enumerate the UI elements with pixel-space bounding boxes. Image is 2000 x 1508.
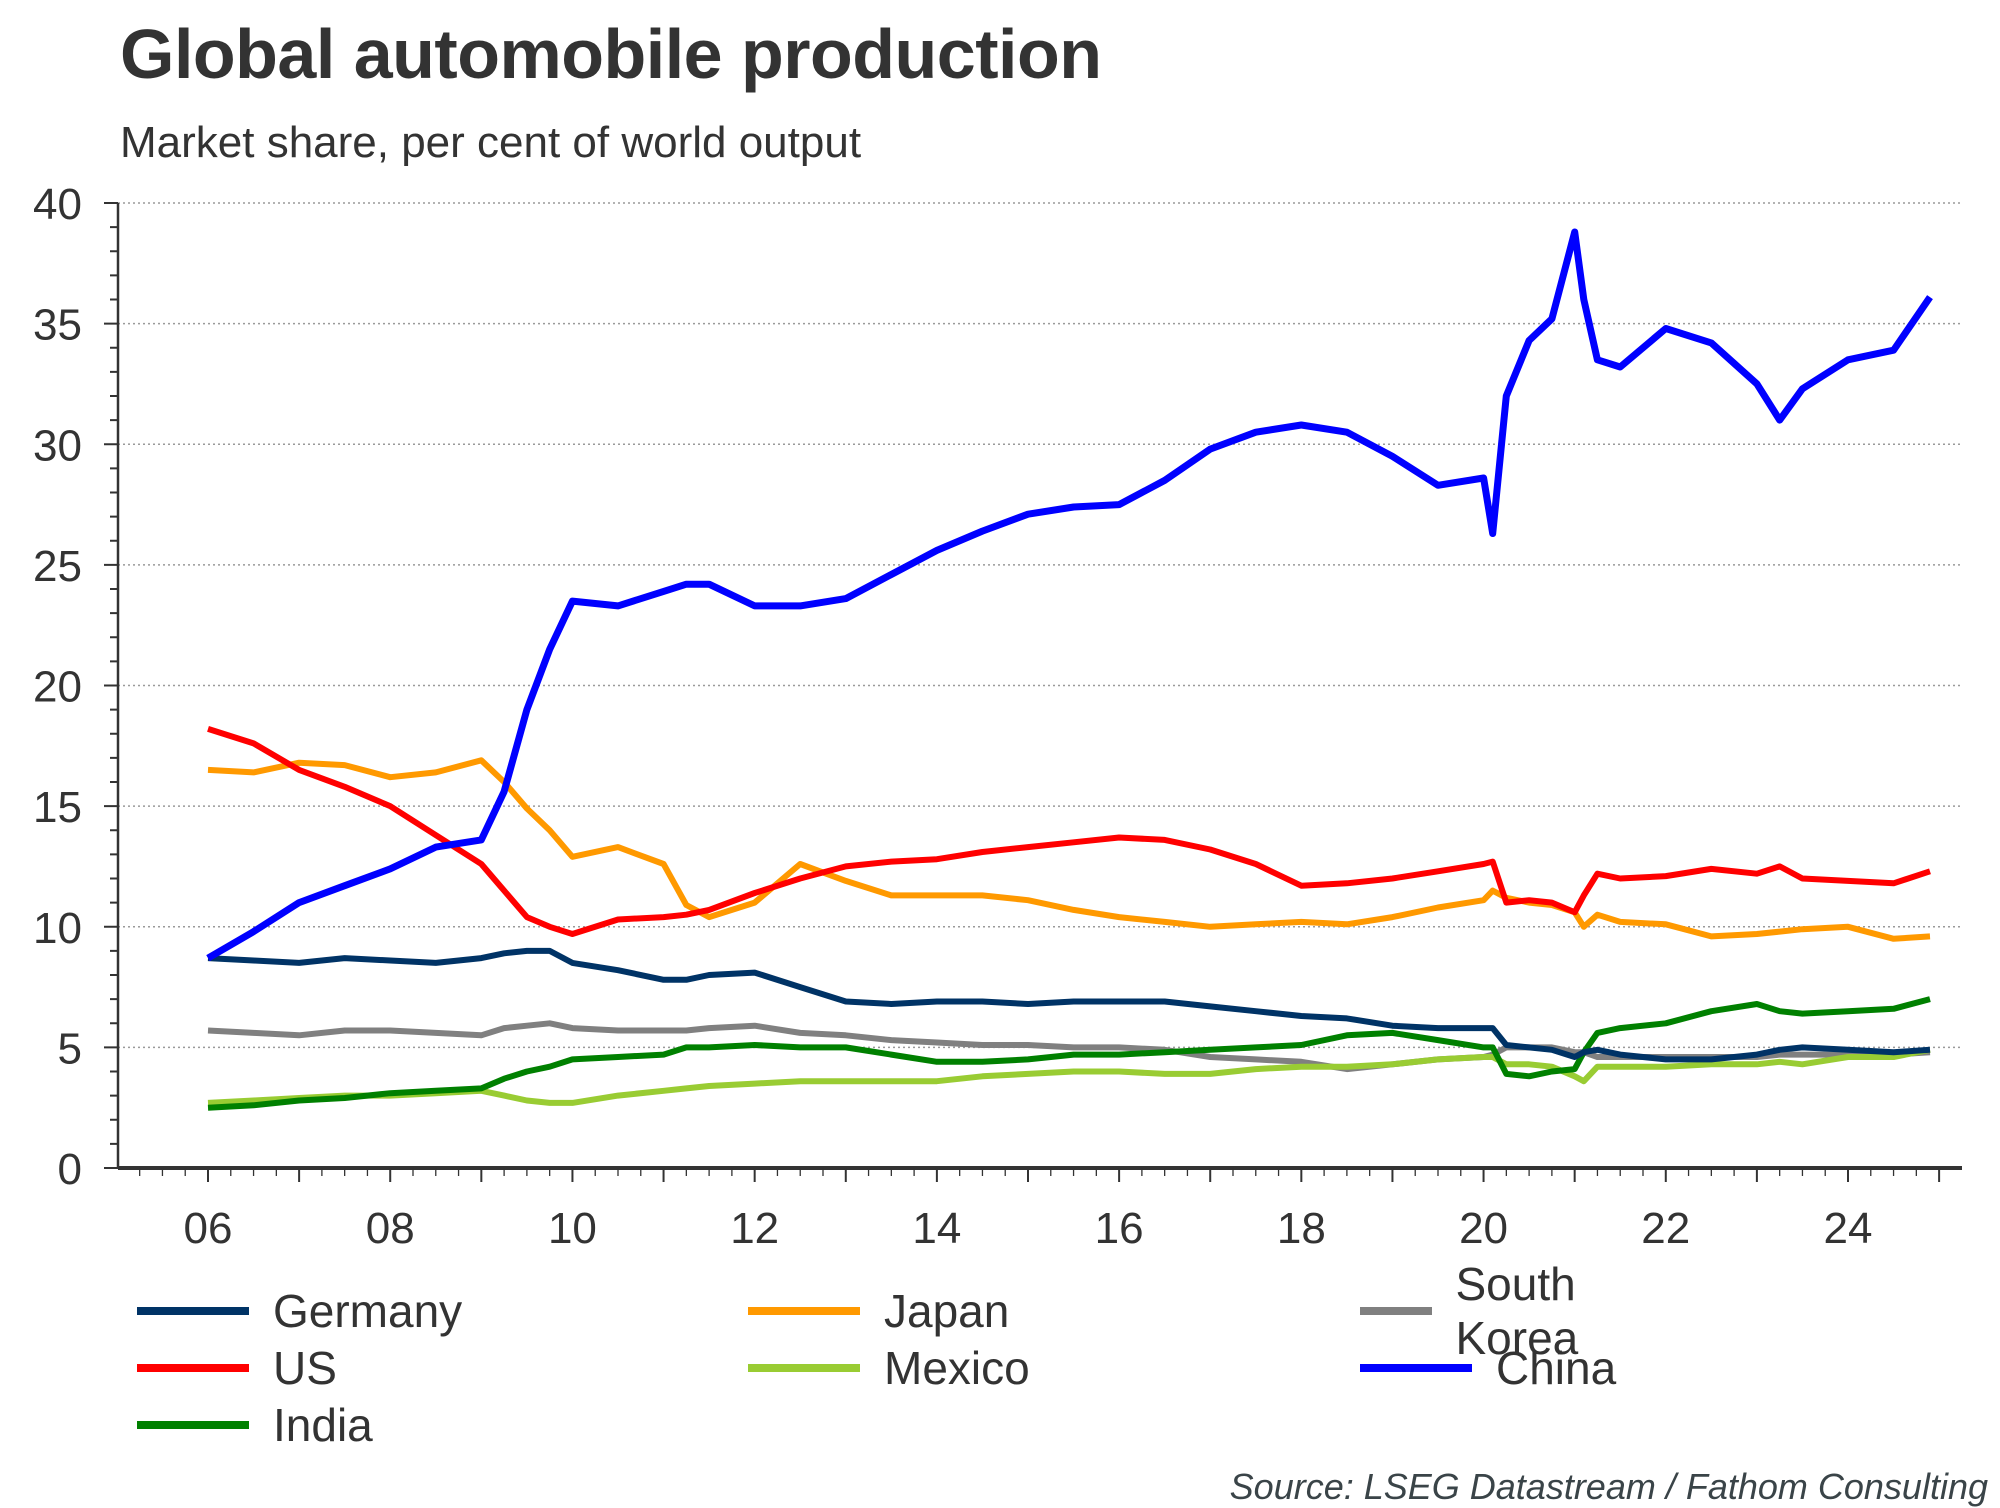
y-tick-label: 0 (58, 1145, 82, 1194)
x-tick-label: 22 (1641, 1204, 1690, 1253)
series-line-india (207, 996, 1931, 1111)
y-tick-label: 5 (58, 1024, 82, 1073)
series-lines (206, 228, 1933, 1111)
legend-swatch (137, 1364, 249, 1372)
y-tick-labels: 0 5 10 15 20 25 30 35 40 (33, 180, 82, 1194)
x-tick-label: 20 (1459, 1204, 1508, 1253)
axes (104, 202, 1962, 1182)
x-tick-label: 18 (1277, 1204, 1326, 1253)
legend-item-germany: Germany (137, 1285, 462, 1337)
legend-item-south-korea: South Korea (1360, 1258, 1619, 1364)
gridlines (118, 202, 1962, 1049)
legend-label: South Korea (1455, 1258, 1579, 1364)
legend-swatch (1360, 1307, 1432, 1315)
legend-item-japan: Japan (748, 1285, 1009, 1337)
series-line-germany (207, 947, 1931, 1063)
x-tick-label: 12 (730, 1204, 779, 1253)
legend-swatch (748, 1307, 860, 1315)
legend-label: Japan (884, 1285, 1010, 1337)
x-tick-labels: 06 08 10 12 14 16 18 20 22 24 (184, 1204, 1873, 1253)
y-tick-label: 25 (33, 542, 82, 591)
y-tick-label: 15 (33, 783, 82, 832)
y-tick-label: 20 (33, 663, 82, 712)
legend-swatch (137, 1307, 249, 1315)
legend-swatch (137, 1421, 249, 1429)
legend-label: Germany (273, 1285, 463, 1337)
x-tick-label: 14 (912, 1204, 961, 1253)
x-tick-label: 24 (1824, 1204, 1873, 1253)
legend-item-us: US (137, 1342, 337, 1394)
source-note: Source: LSEG Datastream / Fathom Consult… (1229, 1466, 1988, 1507)
legend-item-china: China (1360, 1342, 1616, 1394)
y-tick-label: 40 (33, 180, 82, 229)
y-tick-label: 10 (33, 904, 82, 953)
legend-label: India (273, 1399, 373, 1451)
x-tick-label: 10 (548, 1204, 597, 1253)
y-tick-label: 30 (33, 421, 82, 470)
legend-swatch (748, 1364, 860, 1372)
legend-item-india: India (137, 1399, 373, 1451)
x-tick-label: 16 (1095, 1204, 1144, 1253)
legend-label: US (273, 1342, 337, 1394)
series-line-japan (207, 757, 1931, 942)
chart-title: Global automobile production (120, 15, 1102, 93)
x-tick-label: 06 (184, 1204, 233, 1253)
legend-swatch (1360, 1364, 1472, 1372)
legend-label: Mexico (884, 1342, 1030, 1394)
legend-item-mexico: Mexico (748, 1342, 1030, 1394)
series-line-mexico (207, 1046, 1931, 1106)
line-chart: 0 5 10 15 20 25 30 35 40 06 08 10 12 14 16 18 20 22 24 (33, 180, 1962, 1253)
y-tick-label: 35 (33, 301, 82, 350)
chart-subtitle: Market share, per cent of world output (120, 118, 862, 167)
series-line-china (206, 228, 1933, 962)
series-line-us (207, 726, 1931, 937)
legend-label: China (1496, 1342, 1617, 1394)
x-tick-label: 08 (366, 1204, 415, 1253)
